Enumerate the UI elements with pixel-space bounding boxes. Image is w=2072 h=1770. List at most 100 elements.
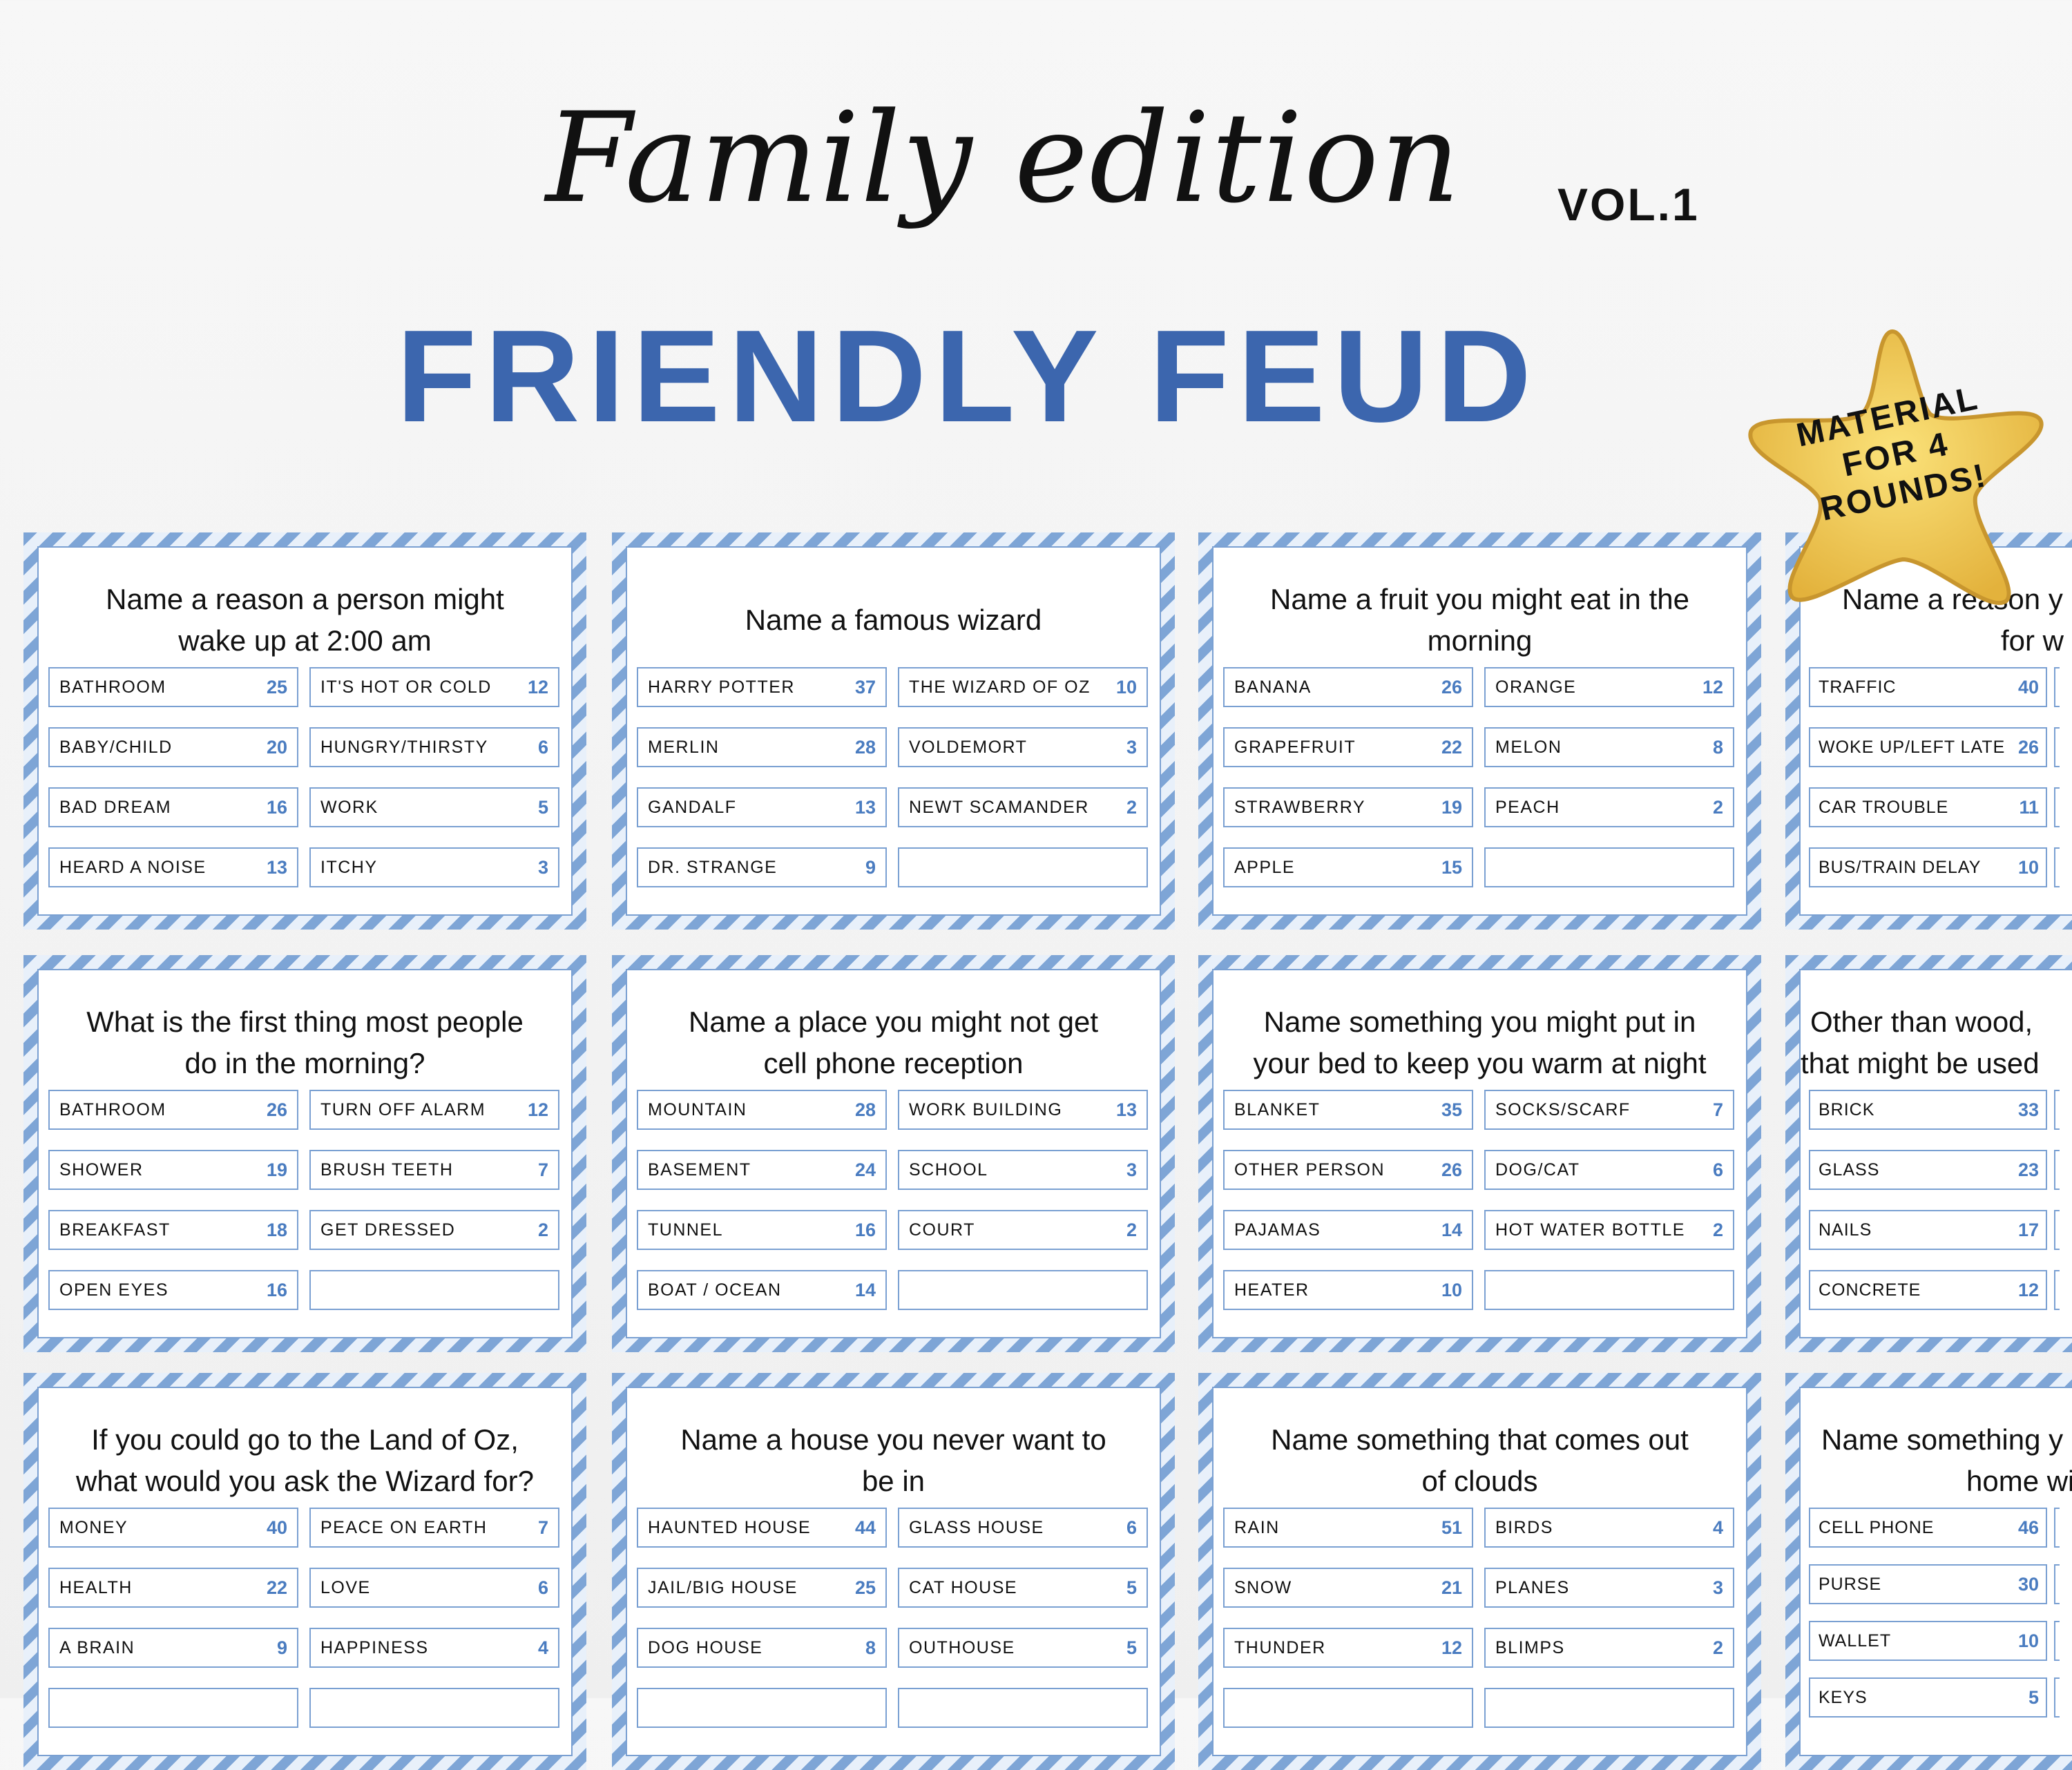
answer-slot: GANDALF 13 [637,787,887,827]
answer-slot: HEALTH 22 [48,1568,298,1608]
answer-score: 16 [854,1219,876,1240]
answer-label: BABY/CHILD [59,737,173,757]
answer-slot [2054,1150,2060,1190]
card-question: Name a place you might not get cell phone… [627,994,1160,1091]
answer-slot: NAILS 17 [1809,1210,2047,1250]
answer-score: 44 [854,1517,876,1538]
answer-label: WORK BUILDING [909,1099,1063,1119]
answer-slot: CAT HOUSE 5 [898,1568,1148,1608]
answer-label: CAT HOUSE [909,1577,1018,1597]
answer-slot: PURSE 30 [1809,1564,2047,1604]
answer-label: DOG HOUSE [648,1637,763,1657]
card-inner: Other than wood, that might be used BRICK 3… [1799,969,2072,1338]
answer-label: SNOW [1234,1577,1292,1597]
question-card: Name a fruit you might eat in the morning… [1198,532,1761,930]
answer-score: 33 [2017,1099,2039,1120]
answer-label: BRUSH TEETH [320,1160,454,1180]
answer-label: HAPPINESS [320,1637,429,1657]
answer-score: 23 [2017,1159,2039,1180]
card-question: Other than wood, that might be used [1801,994,2072,1091]
answer-label: NAILS [1819,1220,1872,1240]
question-card: Name a reason a person might wake up at 2… [23,532,586,930]
answer-slot [48,1688,298,1728]
answer-score: 40 [2017,676,2039,698]
answer-label: A BRAIN [59,1637,135,1657]
answer-score: 2 [1126,796,1137,818]
answer-label: OUTHOUSE [909,1637,1015,1657]
answer-label: HUNGRY/THIRSTY [320,737,488,757]
answer-slot: BRUSH TEETH 7 [309,1150,559,1190]
answer-score: 4 [537,1637,548,1658]
answer-score: 7 [537,1517,548,1538]
answer-label: PURSE [1819,1574,1882,1594]
answer-label: CAR TROUBLE [1819,797,1949,817]
question-card: Name something y home wi CELL PHONE 46 PURSE… [1785,1373,2072,1770]
answer-label: BOAT / OCEAN [648,1280,782,1300]
answer-slot: GLASS 23 [1809,1150,2047,1190]
volume-label: VOL.1 [1557,179,1700,230]
answer-score: 12 [1702,676,1723,698]
answer-slot: A BRAIN 9 [48,1628,298,1668]
answer-label: BATHROOM [59,1099,166,1119]
question-line: do in the morning? [184,1047,425,1079]
answer-slot [2054,1621,2060,1661]
answer-slot: OPEN EYES 16 [48,1270,298,1310]
question-card: Other than wood, that might be used BRICK 3… [1785,955,2072,1352]
answer-slot [309,1270,559,1310]
answer-label: HARRY POTTER [648,677,795,697]
answer-score: 13 [854,796,876,818]
answer-score: 2 [537,1219,548,1240]
question-line: Name a place you might not get [688,1006,1098,1038]
question-line: be in [861,1465,925,1497]
answer-label: IT'S HOT OR COLD [320,677,492,697]
question-line: Other than wood, [1810,1006,2033,1038]
answer-slot: HUNGRY/THIRSTY 6 [309,727,559,767]
question-line: Name something you might put in [1263,1006,1696,1038]
answer-label: PAJAMAS [1234,1220,1321,1240]
answer-score: 30 [2017,1573,2039,1595]
question-line: Name something that comes out [1271,1423,1689,1456]
answer-slot: BLIMPS 2 [1484,1628,1734,1668]
answer-slot: SHOWER 19 [48,1150,298,1190]
card-question: Name a reason y for w [1801,572,2072,668]
answer-slot: MOUNTAIN 28 [637,1090,887,1130]
answer-score: 25 [266,676,287,698]
answer-score: 13 [266,856,287,878]
answer-label: RAIN [1234,1517,1280,1537]
question-line: home wi [1966,1465,2072,1497]
answer-slot: BANANA 26 [1223,667,1473,707]
answer-score: 7 [537,1159,548,1180]
answer-label: MONEY [59,1517,128,1537]
answer-score: 6 [1712,1159,1723,1180]
question-line: Name a reason y [1842,583,2063,615]
question-line: your bed to keep you warm at night [1253,1047,1707,1079]
answer-label: THUNDER [1234,1637,1326,1657]
main-title: FRIENDLY FEUD [396,303,1540,450]
answer-label: OPEN EYES [59,1280,169,1300]
answer-score: 8 [865,1637,876,1658]
answer-slot: GLASS HOUSE 6 [898,1508,1148,1548]
question-line: cell phone reception [763,1047,1024,1079]
answer-label: GLASS [1819,1160,1880,1180]
answer-slot: DR. STRANGE 9 [637,847,887,887]
answer-label: BANANA [1234,677,1312,697]
answer-slot: WORK 5 [309,787,559,827]
answer-slot [2054,667,2060,707]
answer-slot: KEYS 5 [1809,1677,2047,1718]
answer-score: 16 [266,796,287,818]
answer-slot: WALLET 10 [1809,1621,2047,1661]
answer-slot: TRAFFIC 40 [1809,667,2047,707]
answer-slot: CAR TROUBLE 11 [1809,787,2047,827]
answer-slot: BAD DREAM 16 [48,787,298,827]
answer-score: 9 [276,1637,287,1658]
answer-label: STRAWBERRY [1234,797,1366,817]
answer-slot [2054,1270,2060,1310]
answer-score: 5 [537,796,548,818]
answer-score: 22 [1441,736,1462,758]
answer-label: BREAKFAST [59,1220,171,1240]
answer-score: 37 [854,676,876,698]
card-question: What is the first thing most people do in… [39,994,571,1091]
answer-slot [898,1688,1148,1728]
answer-slot: VOLDEMORT 3 [898,727,1148,767]
answer-slot: BATHROOM 26 [48,1090,298,1130]
